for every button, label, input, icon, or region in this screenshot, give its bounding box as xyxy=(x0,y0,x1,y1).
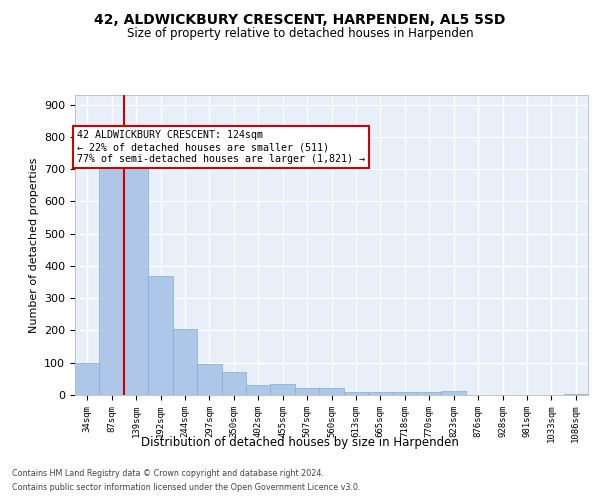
Bar xyxy=(344,392,368,395)
Bar xyxy=(197,364,221,395)
Text: 42 ALDWICKBURY CRESCENT: 124sqm
← 22% of detached houses are smaller (511)
77% o: 42 ALDWICKBURY CRESCENT: 124sqm ← 22% of… xyxy=(77,130,365,164)
Text: Contains HM Land Registry data © Crown copyright and database right 2024.: Contains HM Land Registry data © Crown c… xyxy=(12,468,324,477)
Bar xyxy=(124,166,148,395)
Bar xyxy=(75,362,100,395)
Bar xyxy=(319,388,344,395)
Text: Distribution of detached houses by size in Harpenden: Distribution of detached houses by size … xyxy=(141,436,459,449)
Bar xyxy=(271,384,295,395)
Bar xyxy=(148,276,173,395)
Bar xyxy=(392,392,417,395)
Bar xyxy=(368,392,392,395)
Bar xyxy=(173,329,197,395)
Bar xyxy=(442,391,466,395)
Bar xyxy=(295,388,319,395)
Text: 42, ALDWICKBURY CRESCENT, HARPENDEN, AL5 5SD: 42, ALDWICKBURY CRESCENT, HARPENDEN, AL5… xyxy=(94,12,506,26)
Bar xyxy=(221,372,246,395)
Text: Size of property relative to detached houses in Harpenden: Size of property relative to detached ho… xyxy=(127,28,473,40)
Y-axis label: Number of detached properties: Number of detached properties xyxy=(29,158,38,332)
Bar xyxy=(100,166,124,395)
Bar xyxy=(246,384,271,395)
Bar xyxy=(563,394,588,395)
Text: Contains public sector information licensed under the Open Government Licence v3: Contains public sector information licen… xyxy=(12,484,361,492)
Bar xyxy=(417,392,442,395)
